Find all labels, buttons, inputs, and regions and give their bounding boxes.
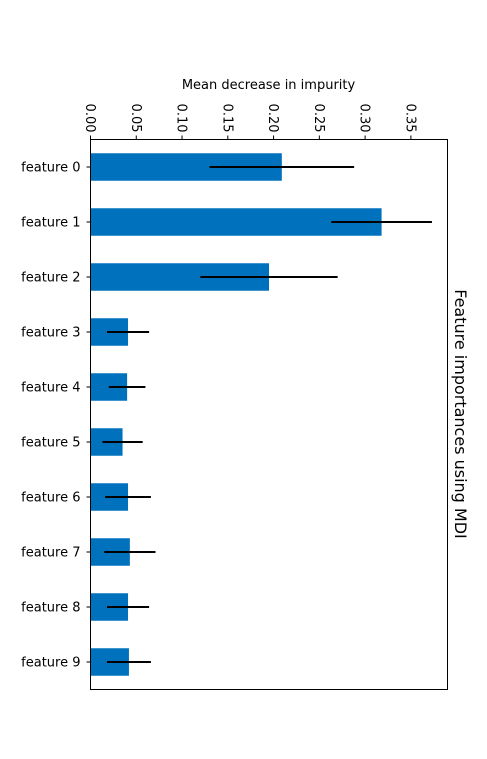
x-tick-label: 0.30 (357, 104, 372, 133)
x-tick-label: 0.10 (174, 104, 189, 133)
y-tick-label: feature 0 (21, 161, 80, 176)
bars-layer (90, 153, 382, 676)
y-ticks-layer: feature 0 feature 1 feature 2 feature 3 feat… (21, 161, 91, 671)
x-ticks-layer: 0.00 0.05 0.10 0.15 0.20 0.25 0.30 0.35 (82, 104, 417, 140)
y-tick-label: feature 1 (21, 216, 80, 231)
x-tick-label: 0.05 (128, 104, 143, 133)
x-tick-label: 0.25 (311, 104, 326, 133)
y-tick-label: feature 3 (21, 326, 80, 341)
y-tick-label: feature 2 (21, 271, 80, 286)
y-tick-label: feature 4 (21, 381, 80, 396)
chart-title: Feature importances using MDI (451, 289, 470, 539)
y-tick-label: feature 5 (21, 436, 80, 451)
x-tick-label: 0.20 (265, 104, 280, 133)
error-bars-layer (102, 166, 432, 663)
x-tick-label: 0.35 (402, 104, 417, 133)
y-tick-label: feature 9 (21, 656, 80, 671)
y-tick-label: feature 6 (21, 491, 80, 506)
x-tick-label: 0.00 (82, 104, 97, 133)
y-tick-label: feature 8 (21, 601, 80, 616)
x-tick-label: 0.15 (219, 104, 234, 133)
y-tick-label: feature 7 (21, 546, 80, 561)
x-axis-title: Mean decrease in impurity (182, 78, 356, 93)
plot-frame (90, 139, 448, 690)
